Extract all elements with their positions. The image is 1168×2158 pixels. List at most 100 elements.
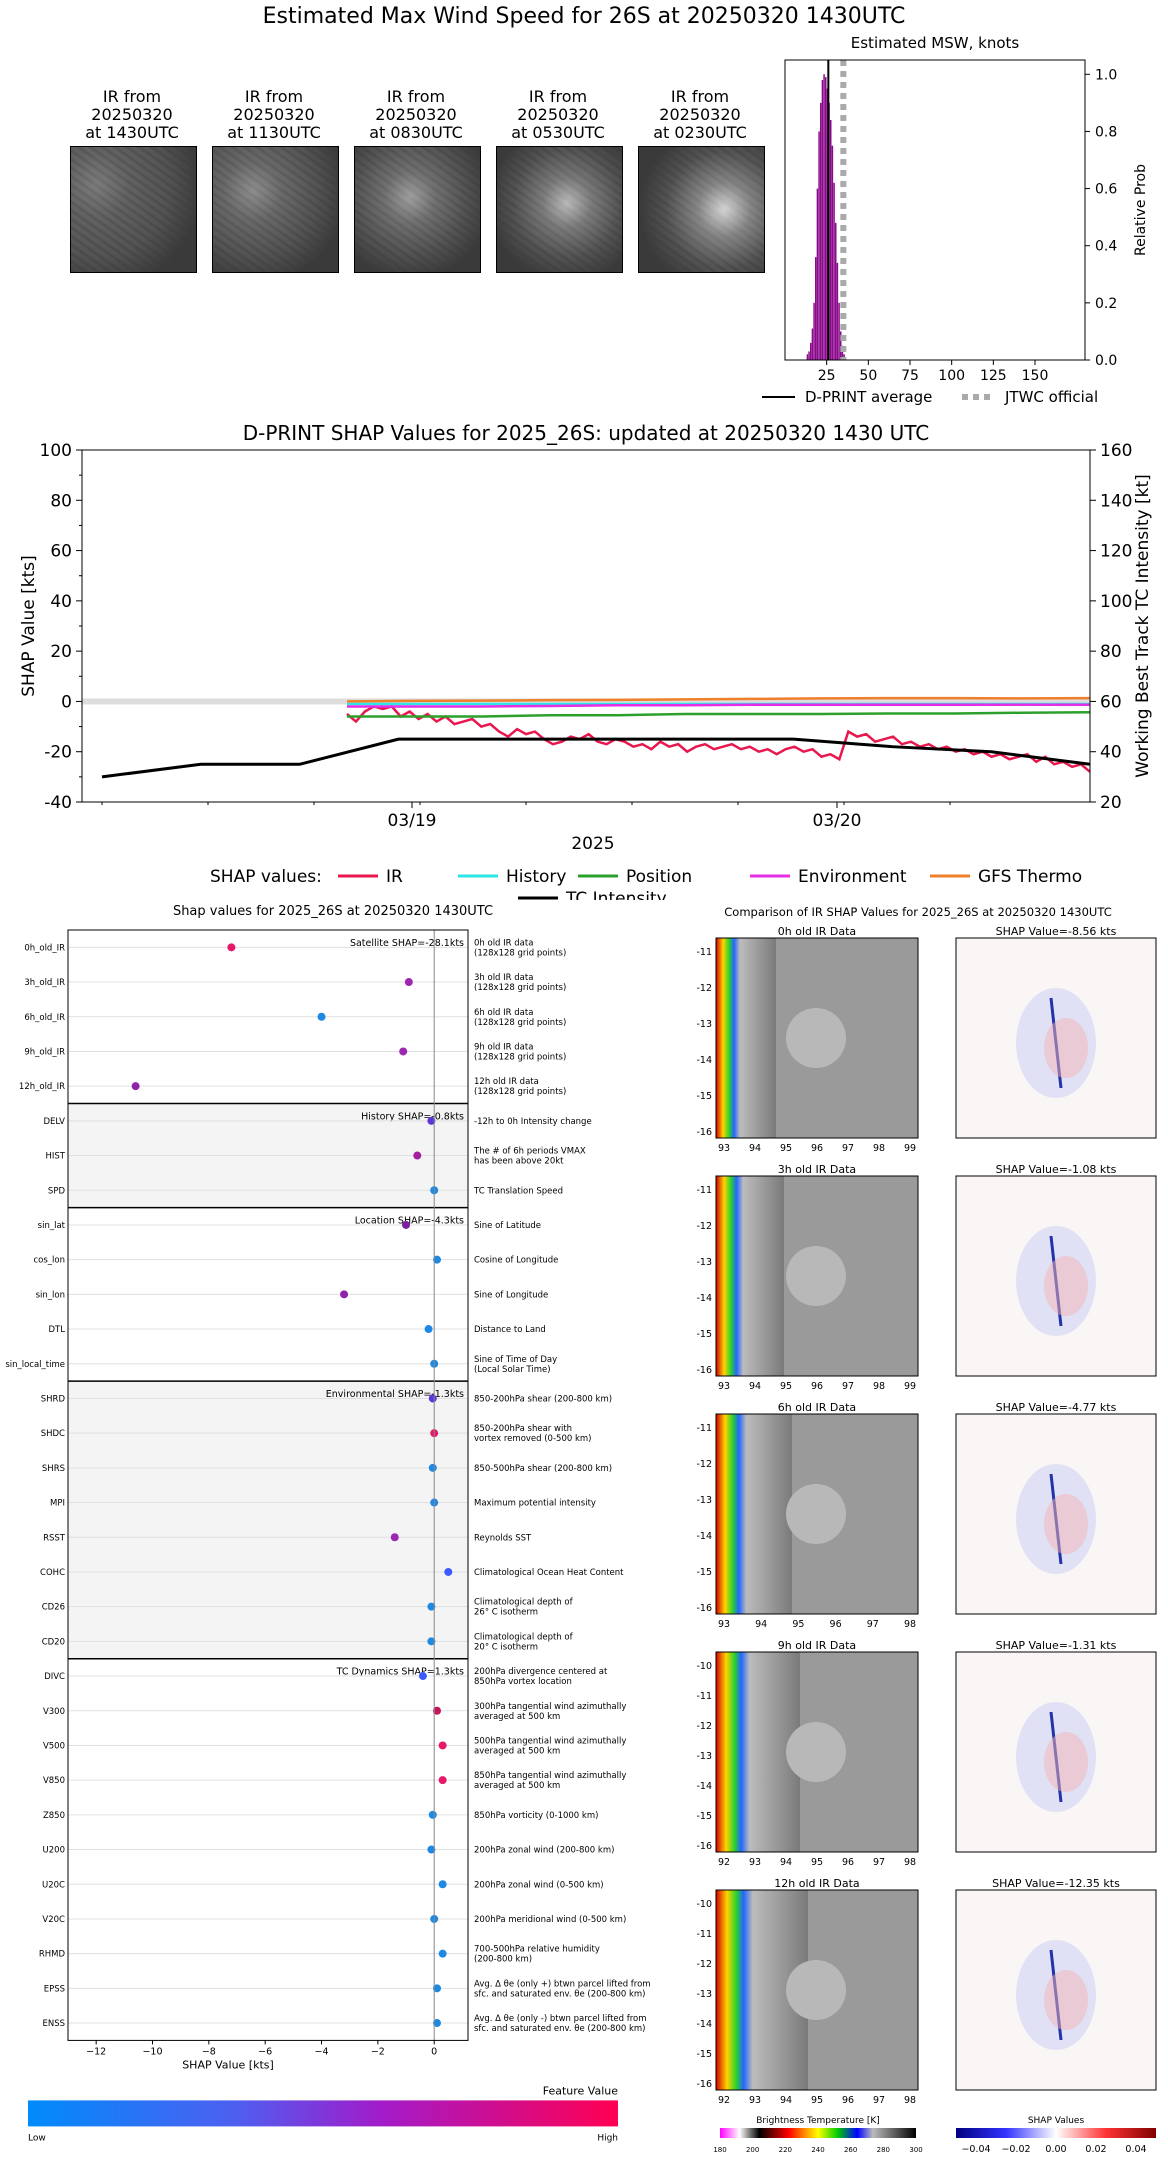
ir-x-tick-label: 97 bbox=[873, 1857, 885, 1868]
x-axis-label: 2025 bbox=[571, 834, 614, 854]
histogram-bar bbox=[831, 145, 834, 360]
feature-name: DELV bbox=[43, 1117, 65, 1127]
legend-label: GFS Thermo bbox=[978, 867, 1082, 887]
histogram-bar bbox=[806, 354, 809, 360]
feature-point bbox=[427, 1116, 436, 1125]
feature-point bbox=[438, 1741, 447, 1750]
feature-point bbox=[424, 1325, 433, 1334]
y2-tick-label: 100 bbox=[1100, 592, 1132, 612]
ir-panel-swirl bbox=[786, 1484, 846, 1544]
feature-name: HIST bbox=[46, 1152, 66, 1162]
ir-y-tick-label: -15 bbox=[696, 1811, 712, 1822]
shap-colorbar bbox=[956, 2128, 1156, 2138]
x-tick-label: −12 bbox=[86, 2046, 106, 2057]
feature-name: U20C bbox=[42, 1880, 65, 1890]
histogram-bar bbox=[841, 345, 844, 360]
ir-y-tick-label: -12 bbox=[696, 1721, 712, 1732]
feature-name: CD26 bbox=[42, 1603, 65, 1613]
y2-tick-label: 120 bbox=[1100, 542, 1132, 562]
feature-description: 200hPa zonal wind (0-500 km) bbox=[474, 1880, 604, 1890]
feature-description: 700-500hPa relative humidity bbox=[474, 1945, 600, 1955]
bt-colorbar-tick: 200 bbox=[746, 2146, 759, 2154]
shap-timeseries-chart: D-PRINT SHAP Values for 2025_26S: update… bbox=[19, 421, 1153, 900]
ir-panel-title: 3h old IR Data bbox=[778, 1163, 856, 1176]
histogram-bar bbox=[811, 328, 814, 360]
feature-name: 6h_old_IR bbox=[24, 1013, 65, 1023]
thumbnail-caption-line: at 1430UTC bbox=[85, 123, 179, 142]
ir-x-tick-label: 97 bbox=[842, 1143, 854, 1154]
feature-description: Avg. Δ θe (only +) btwn parcel lifted fr… bbox=[474, 1979, 651, 1989]
ir-panel-frame bbox=[715, 1889, 919, 2091]
timeseries-title: D-PRINT SHAP Values for 2025_26S: update… bbox=[243, 421, 930, 445]
y-axis-label: SHAP Value [kts] bbox=[19, 555, 39, 697]
shap-panel-blob bbox=[1044, 1970, 1088, 2030]
feature-point bbox=[428, 1463, 437, 1472]
ir-y-tick-label: -11 bbox=[696, 1185, 712, 1196]
feature-name: SHRD bbox=[41, 1394, 66, 1404]
x-tick-label: 0 bbox=[431, 2046, 437, 2057]
feature-name: V850 bbox=[43, 1776, 65, 1786]
legend-label: Environment bbox=[798, 867, 907, 887]
feature-point bbox=[433, 1984, 442, 1993]
feature-description: has been above 20kt bbox=[474, 1157, 564, 1167]
thumbnail-caption-line: 20250320 bbox=[517, 105, 599, 124]
shap-panel-title: SHAP Value=-4.77 kts bbox=[996, 1401, 1117, 1414]
histogram-bar bbox=[833, 182, 835, 360]
thumbnail-caption-line: 20250320 bbox=[375, 105, 457, 124]
ir-y-tick-label: -12 bbox=[696, 1459, 712, 1470]
feature-description: averaged at 500 km bbox=[474, 1746, 560, 1756]
feature-description: 200hPa zonal wind (200-800 km) bbox=[474, 1846, 614, 1856]
ir-x-tick-label: 93 bbox=[718, 1619, 730, 1630]
feature-description: 850hPa vortex location bbox=[474, 1677, 572, 1687]
shap-colorbar-tick: 0.00 bbox=[1045, 2144, 1066, 2155]
legend-label: Position bbox=[626, 867, 692, 887]
ir-x-tick-label: 97 bbox=[842, 1381, 854, 1392]
ir-y-tick-label: -12 bbox=[696, 1959, 712, 1970]
feature-name: Z850 bbox=[43, 1811, 65, 1821]
feature-point bbox=[438, 1776, 447, 1785]
feature-description: 300hPa tangential wind azimuthally bbox=[474, 1702, 626, 1712]
feature-point bbox=[404, 978, 413, 987]
ir-y-tick-label: -13 bbox=[696, 1257, 712, 1268]
feature-description: Distance to Land bbox=[474, 1325, 546, 1335]
ir-y-tick-label: -11 bbox=[696, 947, 712, 958]
feature-name: SHRS bbox=[42, 1464, 65, 1474]
ir-y-tick-label: -16 bbox=[696, 1841, 712, 1852]
histogram-bar bbox=[835, 222, 837, 360]
feature-point bbox=[438, 1949, 447, 1958]
series-line bbox=[101, 737, 1091, 779]
bt-colorbar bbox=[720, 2128, 916, 2138]
ir-panel-frame bbox=[715, 1175, 919, 1377]
x-tick-label: 03/20 bbox=[813, 811, 862, 831]
histogram-bar bbox=[830, 120, 832, 360]
ir-x-tick-label: 99 bbox=[904, 1381, 916, 1392]
feature-description: Climatological depth of bbox=[474, 1632, 574, 1642]
x-tick-label: 100 bbox=[938, 368, 965, 384]
ir-x-tick-label: 93 bbox=[749, 1857, 761, 1868]
thumbnail-caption-line: at 1130UTC bbox=[227, 123, 321, 142]
feature-description: -12h to 0h Intensity change bbox=[474, 1117, 592, 1127]
feature-description: 200hPa meridional wind (0-500 km) bbox=[474, 1915, 626, 1925]
legend-label-dprint: D-PRINT average bbox=[805, 388, 932, 406]
feature-description: (128x128 grid points) bbox=[474, 1087, 566, 1097]
feature-description: Climatological Ocean Heat Content bbox=[474, 1568, 624, 1578]
feature-point bbox=[418, 1672, 427, 1681]
feature-description: (200-800 km) bbox=[474, 1955, 532, 1965]
feature-point bbox=[428, 1394, 437, 1403]
page-title: Estimated Max Wind Speed for 26S at 2025… bbox=[262, 4, 906, 29]
ir-x-tick-label: 98 bbox=[904, 2095, 916, 2106]
feature-description: 9h old IR data bbox=[474, 1042, 533, 1052]
feature-name: 9h_old_IR bbox=[24, 1047, 65, 1057]
shap-panel-title: SHAP Value=-1.08 kts bbox=[996, 1163, 1117, 1176]
feature-point bbox=[402, 1220, 411, 1229]
feature-name: V300 bbox=[43, 1707, 65, 1717]
ir-x-tick-label: 92 bbox=[718, 1857, 730, 1868]
ir-y-tick-label: -16 bbox=[696, 1365, 712, 1376]
ir-x-tick-label: 94 bbox=[755, 1619, 767, 1630]
ir-y-tick-label: -16 bbox=[696, 1127, 712, 1138]
y-tick-label: 0.2 bbox=[1095, 296, 1117, 312]
ir-y-tick-label: -15 bbox=[696, 1329, 712, 1340]
y2-axis-label: Working Best Track TC Intensity [kt] bbox=[1133, 474, 1153, 778]
histogram-bar bbox=[808, 351, 810, 360]
ir-thumbnail-image bbox=[354, 146, 481, 273]
